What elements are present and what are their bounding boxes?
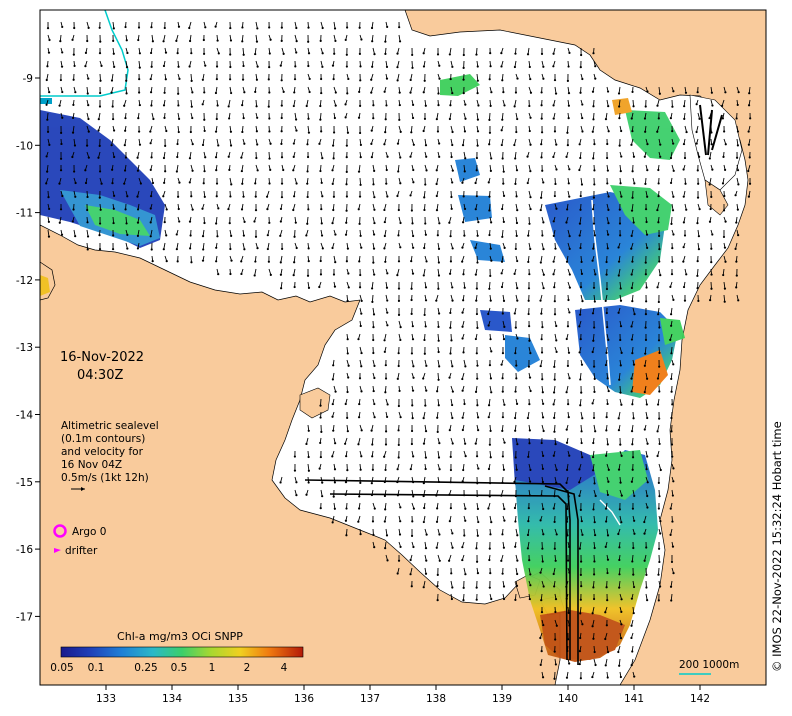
y-tick-label: -9 xyxy=(23,73,33,85)
drifter-tracks xyxy=(304,479,579,665)
map-date: 16-Nov-2022 xyxy=(60,350,144,365)
x-tick-label: 136 xyxy=(294,693,314,705)
depth-scale-label: 200 1000m xyxy=(679,659,739,671)
y-tick-label: -13 xyxy=(16,342,33,354)
legend-line-4: 16 Nov 04Z xyxy=(61,459,122,471)
argo-label: Argo 0 xyxy=(72,526,106,538)
x-tick-label: 141 xyxy=(624,693,644,705)
x-tick-label: 134 xyxy=(162,693,182,705)
colorbar-tick-label: 4 xyxy=(281,662,288,674)
x-tick-label: 135 xyxy=(228,693,248,705)
x-tick-label: 142 xyxy=(690,693,710,705)
x-tick-label: 133 xyxy=(96,693,116,705)
drifter-label: drifter xyxy=(65,545,98,557)
colorbar-tick-label: 0.05 xyxy=(50,662,73,674)
colorbar-tick-label: 1 xyxy=(209,662,216,674)
x-tick-label: 137 xyxy=(360,693,380,705)
colorbar-tick-label: 0.1 xyxy=(88,662,105,674)
drifter-marker-icon xyxy=(54,548,61,553)
legend-line-1: Altimetric sealevel xyxy=(61,420,159,432)
colorbar-tick-label: 0.25 xyxy=(134,662,157,674)
island xyxy=(299,387,331,419)
colorbar: Chl-a mg/m3 OCi SNPP 0.05 0.1 0.25 0.5 1 2 4 xyxy=(50,630,304,674)
y-tick-label: -12 xyxy=(16,275,33,287)
x-axis: 133 134 135 136 137 138 139 140 141 142 xyxy=(96,685,710,705)
colorbar-tick-label: 2 xyxy=(244,662,251,674)
x-tick-label: 139 xyxy=(492,693,512,705)
x-tick-label: 140 xyxy=(558,693,578,705)
y-tick-label: -10 xyxy=(16,140,33,152)
velocity-legend: Altimetric sealevel (0.1m contours) and … xyxy=(61,420,159,491)
y-tick-label: -11 xyxy=(16,208,33,220)
colorbar-gradient xyxy=(60,646,304,658)
colorbar-tick-label: 0.5 xyxy=(171,662,188,674)
legend-line-5: 0.5m/s (1kt 12h) xyxy=(61,472,149,484)
land-cape-york xyxy=(404,10,766,685)
y-tick-label: -14 xyxy=(16,410,33,422)
legend-line-3: and velocity for xyxy=(61,446,144,458)
map-time: 04:30Z xyxy=(77,368,123,383)
y-tick-label: -15 xyxy=(16,477,33,489)
map-plot-area xyxy=(40,10,766,685)
y-tick-label: -16 xyxy=(16,544,33,556)
argo-marker-icon xyxy=(53,524,67,538)
colorbar-title: Chl-a mg/m3 OCi SNPP xyxy=(117,630,243,643)
legend-line-2: (0.1m contours) xyxy=(61,433,145,445)
x-tick-label: 138 xyxy=(426,693,446,705)
strong-current-arrows xyxy=(699,104,723,156)
credit-text: © IMOS 22-Nov-2022 15:32:24 Hobart time xyxy=(770,421,784,672)
y-axis: -9 -10 -11 -12 -13 -14 -15 -16 -17 xyxy=(16,73,40,623)
y-tick-label: -17 xyxy=(16,611,33,623)
